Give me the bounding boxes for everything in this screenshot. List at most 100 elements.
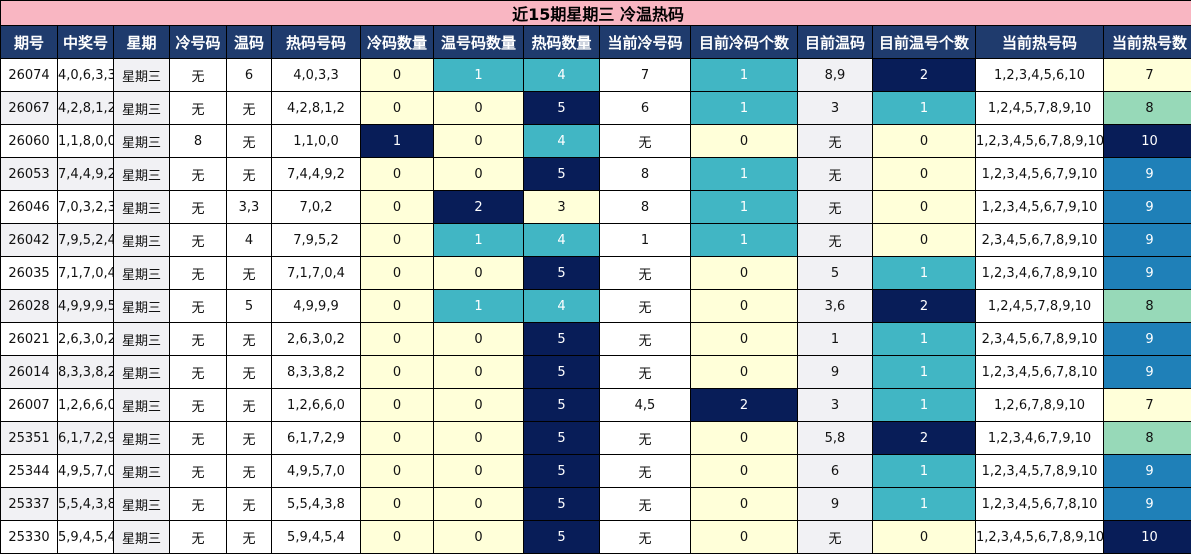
issue-cell: 26035: [0, 256, 58, 290]
cold-count-cell: 0: [360, 388, 434, 422]
issue-cell: 25337: [0, 487, 58, 521]
cold-number-cell: 无: [169, 190, 227, 224]
current-cold-count-cell: 0: [690, 322, 798, 356]
current-warm-count-cell: 1: [872, 487, 976, 521]
current-cold-cell: 4,5: [599, 388, 691, 422]
warm-count-cell: 1: [433, 58, 524, 92]
cold-number-cell: 无: [169, 223, 227, 257]
current-warm-cell: 3: [797, 91, 873, 125]
header-current-warm-col: 目前温码: [797, 25, 873, 59]
current-cold-cell: 无: [599, 124, 691, 158]
hot-count-cell: 5: [523, 421, 600, 455]
weekday-cell: 星期三: [113, 256, 170, 290]
draw-number-cell: 4,9,9,9,5: [57, 289, 114, 323]
header-cold-count-col: 冷码数量: [360, 25, 434, 59]
table-row: 26014 8,3,3,8,2 星期三无无 8,3,3,8,2 0 0 5 无 0 9 1 1,2,3…: [0, 355, 1191, 389]
weekday-cell: 星期三: [113, 322, 170, 356]
current-cold-cell: 1: [599, 223, 691, 257]
current-hot-count-cell: 7: [1102, 58, 1191, 92]
warm-count-cell: 0: [433, 322, 524, 356]
hot-number-cell: 7,0,2: [271, 190, 361, 224]
hot-number-cell: 8,3,3,8,2: [271, 355, 361, 389]
current-cold-count-cell: 0: [690, 487, 798, 521]
current-warm-cell: 无: [797, 124, 873, 158]
cold-number-cell: 无: [169, 289, 227, 323]
table-row: 26067 4,2,8,1,2 星期三无无 4,2,8,1,2 0 0 5 6 1 3 1 1,2,4…: [0, 91, 1191, 125]
warm-number-cell: 无: [226, 421, 272, 455]
current-cold-cell: 无: [599, 421, 691, 455]
cold-count-cell: 0: [360, 256, 434, 290]
current-cold-cell: 6: [599, 91, 691, 125]
cold-number-cell: 无: [169, 487, 227, 521]
current-warm-count-cell: 2: [872, 58, 976, 92]
table-row: 26021 2,6,3,0,2 星期三无无 2,6,3,0,2 0 0 5 无 0 1 1 2,3,4…: [0, 322, 1191, 356]
cold-number-cell: 无: [169, 355, 227, 389]
header-warm-count-col: 温号码数量: [433, 25, 524, 59]
current-warm-cell: 无: [797, 157, 873, 191]
warm-count-cell: 0: [433, 388, 524, 422]
current-hot-count-cell: 9: [1102, 355, 1191, 389]
hot-count-cell: 5: [523, 157, 600, 191]
issue-cell: 26074: [0, 58, 58, 92]
current-hot-count-cell: 9: [1102, 157, 1191, 191]
current-warm-cell: 无: [797, 190, 873, 224]
hot-count-cell: 5: [523, 520, 600, 554]
warm-count-cell: 0: [433, 157, 524, 191]
warm-number-cell: 6: [226, 58, 272, 92]
weekday-cell: 星期三: [113, 289, 170, 323]
table-row: 26060 1,1,8,0,0 星期三 8 无 1,1,0,0 1 0 4 无 0 无 0 1,2,3,4…: [0, 124, 1191, 158]
current-hot-cell: 1,2,3,4,5,6,7,8,10: [975, 355, 1104, 389]
cold-number-cell: 无: [169, 91, 227, 125]
table-title: 近15期星期三 冷温热码: [0, 0, 1191, 26]
header-hot-number-col: 热码号码: [271, 25, 361, 59]
issue-cell: 26028: [0, 289, 58, 323]
current-hot-count-cell: 8: [1102, 91, 1191, 125]
header-row: 期号 中奖号 星期 冷号码 温码 热码号码 冷码数量 温号码数量 热码数量 当前冷号码 目前冷码个数…: [0, 25, 1191, 59]
current-warm-cell: 6: [797, 454, 873, 488]
cold-number-cell: 无: [169, 322, 227, 356]
current-hot-cell: 1,2,3,4,5,6,7,9,10: [975, 157, 1104, 191]
current-cold-cell: 8: [599, 157, 691, 191]
cold-number-cell: 8: [169, 124, 227, 158]
current-hot-cell: 1,2,3,4,5,6,7,8,9,10: [975, 520, 1104, 554]
current-hot-cell: 1,2,3,4,5,7,8,9,10: [975, 454, 1104, 488]
current-hot-cell: 1,2,3,4,6,7,8,9,10: [975, 256, 1104, 290]
warm-count-cell: 2: [433, 190, 524, 224]
current-cold-count-cell: 0: [690, 256, 798, 290]
cold-count-cell: 1: [360, 124, 434, 158]
cold-count-cell: 0: [360, 454, 434, 488]
current-cold-count-cell: 0: [690, 421, 798, 455]
issue-cell: 26060: [0, 124, 58, 158]
header-warm-number-col: 温码: [226, 25, 272, 59]
cold-count-cell: 0: [360, 520, 434, 554]
header-draw-number-col: 中奖号: [57, 25, 114, 59]
hot-count-cell: 5: [523, 256, 600, 290]
header-hot-count-col: 热码数量: [523, 25, 600, 59]
hot-number-cell: 1,1,0,0: [271, 124, 361, 158]
hot-count-cell: 5: [523, 388, 600, 422]
warm-number-cell: 无: [226, 520, 272, 554]
current-cold-cell: 无: [599, 355, 691, 389]
current-warm-cell: 3: [797, 388, 873, 422]
warm-count-cell: 0: [433, 520, 524, 554]
table-row: 26053 7,4,4,9,2 星期三无无 7,4,4,9,2 0 0 5 8 1 无 0 1,2,3…: [0, 157, 1191, 191]
current-warm-cell: 3,6: [797, 289, 873, 323]
issue-cell: 26053: [0, 157, 58, 191]
draw-number-cell: 5,9,4,5,4: [57, 520, 114, 554]
table-row: 26035 7,1,7,0,4 星期三无无 7,1,7,0,4 0 0 5 无 0 5 1 1,2,3…: [0, 256, 1191, 290]
hot-count-cell: 5: [523, 454, 600, 488]
current-hot-count-cell: 10: [1102, 124, 1191, 158]
current-warm-count-cell: 1: [872, 256, 976, 290]
hot-count-cell: 5: [523, 91, 600, 125]
current-hot-cell: 1,2,3,4,5,6,7,8,9,10: [975, 124, 1104, 158]
current-cold-cell: 无: [599, 289, 691, 323]
current-warm-count-cell: 2: [872, 421, 976, 455]
hot-number-cell: 1,2,6,6,0: [271, 388, 361, 422]
current-warm-count-cell: 0: [872, 190, 976, 224]
current-cold-cell: 无: [599, 454, 691, 488]
hot-number-cell: 7,4,4,9,2: [271, 157, 361, 191]
current-warm-count-cell: 0: [872, 124, 976, 158]
current-hot-count-cell: 8: [1102, 421, 1191, 455]
hot-number-cell: 4,0,3,3: [271, 58, 361, 92]
hot-number-cell: 2,6,3,0,2: [271, 322, 361, 356]
